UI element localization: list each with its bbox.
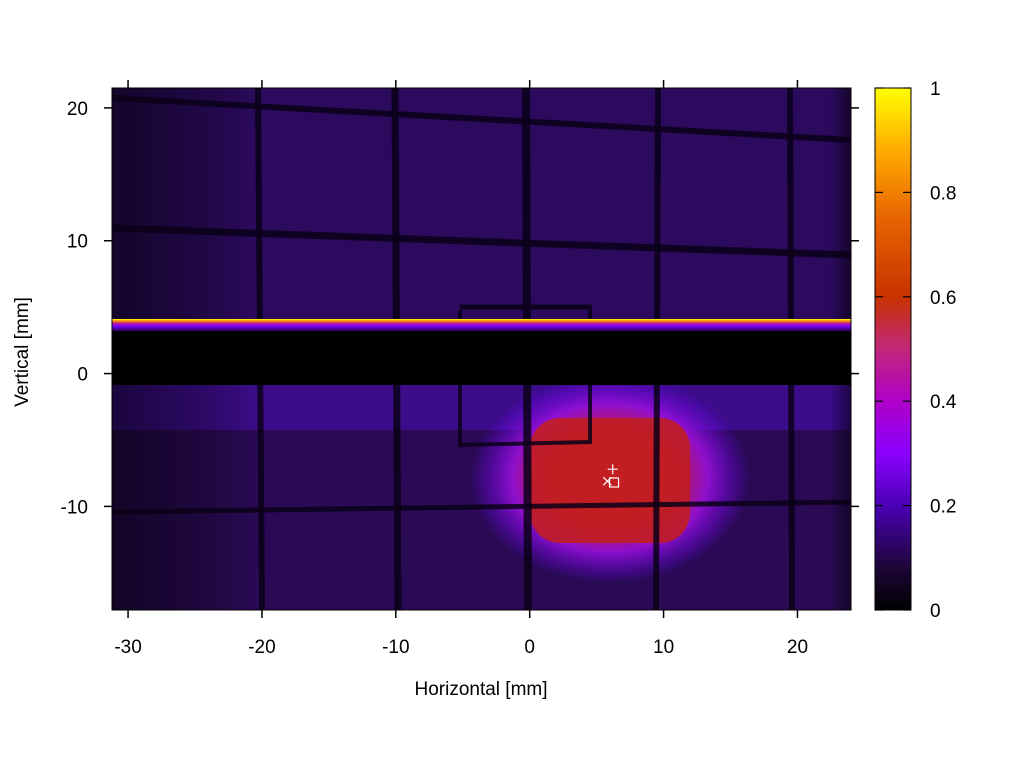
x-tick-label: -10 bbox=[382, 637, 409, 658]
colorbar-tick-label: 0.2 bbox=[930, 497, 956, 518]
heatmap-image bbox=[112, 88, 851, 610]
x-tick-label: 10 bbox=[653, 637, 674, 658]
x-axis-label: Horizontal [mm] bbox=[414, 679, 547, 700]
colorbar-tick-label: 0.8 bbox=[930, 183, 956, 204]
axis-ticks bbox=[104, 80, 859, 618]
y-tick-label: 20 bbox=[67, 99, 88, 120]
colorbar-tick-label: 0.4 bbox=[930, 392, 957, 413]
colorbar-tick-label: 0.6 bbox=[930, 288, 956, 309]
x-tick-label: -20 bbox=[248, 637, 275, 658]
colorbar-tick-label: 0 bbox=[930, 601, 941, 622]
x-tick-labels: -30 -20 -10 0 10 20 bbox=[114, 637, 808, 658]
colorbar-ticks bbox=[875, 87, 911, 611]
marker-plus bbox=[607, 464, 618, 475]
y-tick-labels: -10 0 10 20 bbox=[61, 99, 88, 518]
y-tick-label: -10 bbox=[61, 497, 88, 518]
colorbar-tick-labels: 0 0.2 0.4 0.6 0.8 1 bbox=[930, 79, 957, 622]
colorbar bbox=[874, 87, 912, 611]
x-tick-label: -30 bbox=[114, 637, 141, 658]
x-tick-label: 20 bbox=[787, 637, 808, 658]
y-tick-label: 0 bbox=[77, 365, 88, 386]
y-axis-label: Vertical [mm] bbox=[12, 297, 33, 407]
x-tick-label: 0 bbox=[524, 637, 535, 658]
colorbar-tick-label: 1 bbox=[930, 79, 941, 100]
marker-square bbox=[608, 477, 620, 488]
plot-frame bbox=[111, 87, 852, 611]
y-tick-label: 10 bbox=[67, 232, 88, 253]
beam-markers bbox=[602, 464, 620, 488]
